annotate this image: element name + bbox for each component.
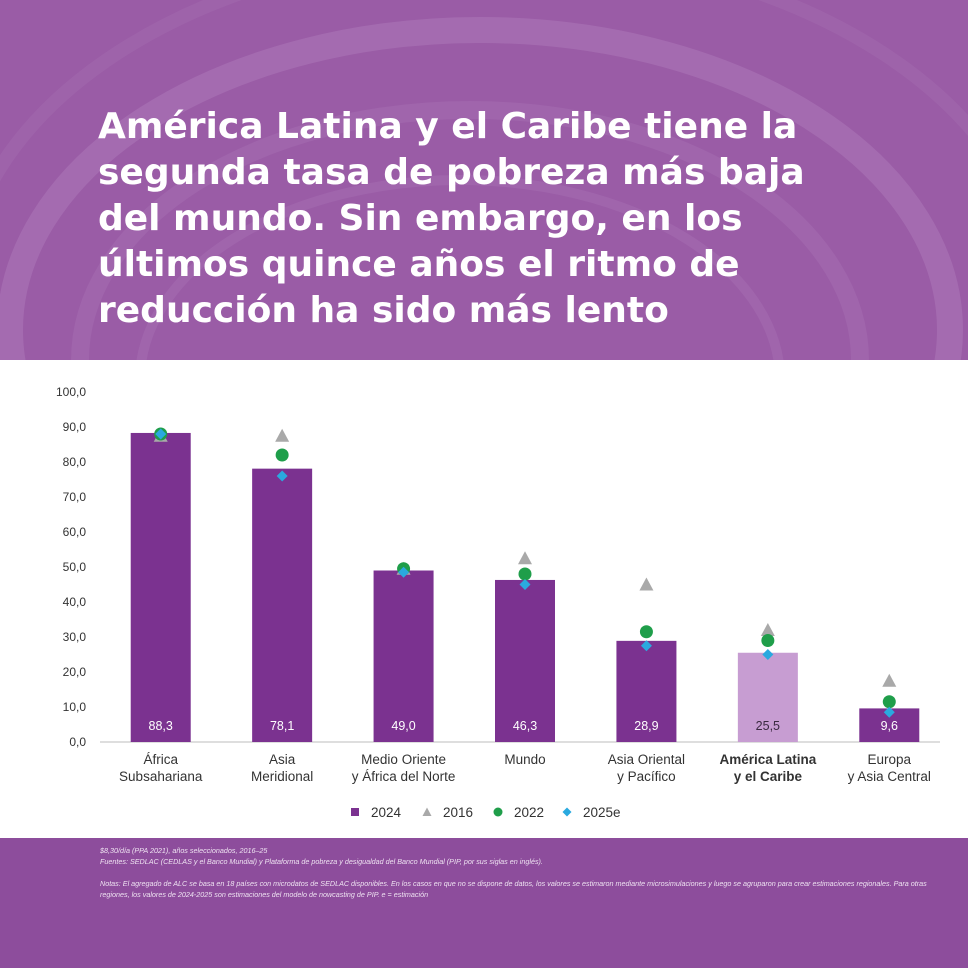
marker-2022: [275, 448, 289, 462]
notes: Notas: El agregado de ALC se basa en 18 …: [100, 879, 930, 900]
marker-2025e: [398, 566, 410, 578]
category-label-line: y Asia Central: [848, 769, 931, 784]
marker-2025e: [762, 649, 774, 660]
marker-2025e: [276, 470, 288, 482]
marker-2022: [518, 567, 532, 581]
marker-2022: [639, 625, 653, 639]
category-label-line: y el Caribe: [734, 769, 803, 784]
y-tick-label: 80,0: [63, 455, 87, 469]
sources-text: SEDLAC (CEDLAS y el Banco Mundial) y Pla…: [127, 856, 543, 866]
marker-2025e: [519, 579, 531, 590]
category-label-line: Subsahariana: [119, 769, 203, 784]
marker-2016: [760, 623, 775, 636]
y-tick-label: 90,0: [63, 420, 87, 434]
category-label-line: África: [143, 752, 178, 767]
bar-2024: [252, 468, 313, 742]
marker-2016: [882, 673, 897, 687]
y-tick-label: 40,0: [63, 595, 87, 609]
y-tick-label: 70,0: [63, 490, 87, 504]
bar-2024: [130, 432, 191, 742]
title-line: América Latina y el Caribe tiene la: [98, 106, 798, 147]
source-units: $8,30/día (PPA 2021), años seleccionados…: [100, 846, 268, 855]
marker-2016: [518, 551, 532, 565]
title-line: últimos quince años el ritmo de: [98, 244, 740, 285]
legend-swatch-2022: [493, 807, 503, 817]
bar-2024: [616, 640, 677, 742]
category-label-line: Mundo: [504, 752, 545, 767]
y-tick-label: 30,0: [63, 630, 87, 644]
legend-label: 2025e: [583, 805, 621, 820]
legend-label: 2022: [514, 805, 544, 820]
title-line: reducción ha sido más lento: [98, 290, 669, 331]
category-label-line: y África del Norte: [352, 769, 456, 784]
chart-footer: $8,30/día (PPA 2021), años seleccionados…: [100, 846, 930, 900]
bar-value-label: 9,6: [881, 719, 898, 733]
legend-label: 2016: [443, 805, 473, 820]
bar-value-label: 88,3: [149, 719, 173, 733]
bar-2024: [737, 652, 798, 742]
bar-2024: [495, 579, 555, 742]
category-label-line: América Latina: [719, 752, 816, 767]
bar-value-label: 46,3: [513, 719, 537, 733]
bar-value-label: 49,0: [391, 719, 415, 733]
marker-2016: [639, 577, 654, 591]
category-label: Medio Oriente y África del Norte: [352, 752, 456, 784]
bar-2024: [373, 570, 434, 742]
y-tick-label: 50,0: [63, 560, 87, 574]
category-label-line: Medio Oriente: [361, 752, 446, 767]
category-label: África Subsahariana: [119, 752, 203, 784]
legend-label: 2024: [371, 805, 402, 820]
notes-text: El agregado de ALC se basa en 18 países …: [100, 879, 927, 899]
category-label-line: Asia: [269, 752, 296, 767]
category-label: Asia Meridional: [251, 752, 313, 784]
sources-label: Fuentes:: [100, 856, 128, 866]
category-label: Asia Oriental y Pacífico: [608, 752, 685, 784]
category-label: América Latina y el Caribe: [719, 752, 816, 784]
notes-label: Notas:: [100, 879, 121, 888]
y-tick-label: 20,0: [63, 665, 87, 679]
title-line: segunda tasa de pobreza más baja: [98, 152, 805, 193]
bar-value-label: 25,5: [756, 719, 780, 733]
marker-2022: [882, 695, 896, 709]
source-credits: Fuentes: SEDLAC (CEDLAS y el Banco Mundi…: [100, 857, 930, 868]
poverty-rate-chart: 0,0 10,0 20,0 30,0 40,0 50,0 60,0 70,0 80,0 90,0 1…: [56, 385, 940, 820]
marker-2025e: [640, 640, 652, 652]
bar-value-label: 28,9: [634, 719, 658, 733]
bar-value-label: 78,1: [270, 719, 294, 733]
marker-2025e: [155, 428, 167, 440]
category-label-line: Europa: [868, 752, 912, 767]
category-label: Mundo: [504, 752, 545, 767]
legend-swatch-2024: [351, 808, 359, 816]
title-line: del mundo. Sin embargo, en los: [98, 198, 743, 239]
y-tick-label: 100,0: [56, 385, 86, 399]
marker-2022: [761, 634, 775, 647]
y-tick-label: 60,0: [63, 525, 87, 539]
marker-2016: [275, 428, 290, 442]
marker-2025e: [883, 706, 895, 718]
page-title: América Latina y el Caribe tiene la segu…: [98, 104, 898, 334]
category-label: Europa y Asia Central: [848, 752, 931, 784]
category-label-line: Meridional: [251, 769, 313, 784]
legend-swatch-2025e: [562, 807, 572, 817]
category-label-line: Asia Oriental: [608, 752, 685, 767]
y-tick-label: 10,0: [63, 700, 87, 714]
y-tick-label: 0,0: [69, 735, 86, 749]
category-label-line: y Pacífico: [617, 769, 676, 784]
legend-swatch-2016: [422, 807, 432, 816]
